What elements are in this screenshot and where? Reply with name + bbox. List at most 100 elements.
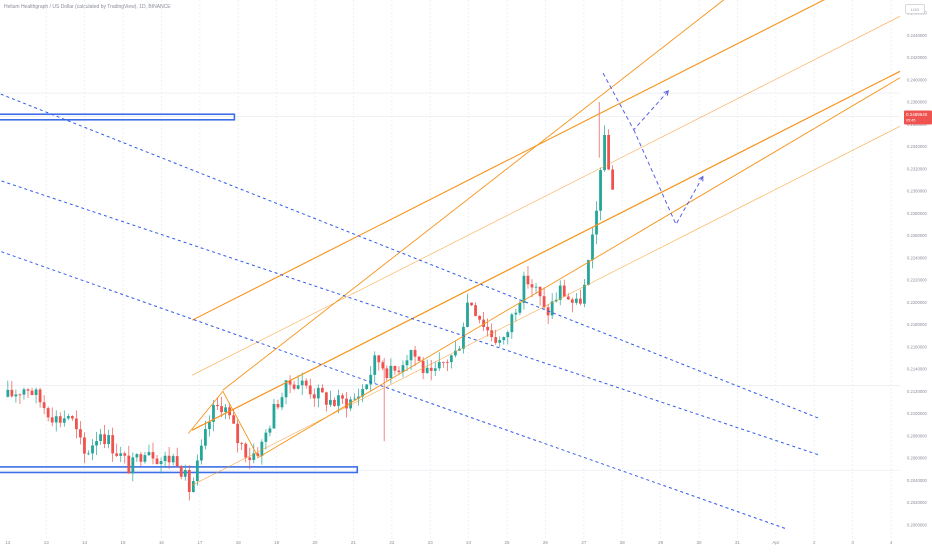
candle-body <box>224 407 227 413</box>
candle-body <box>111 435 115 454</box>
candle-body <box>611 169 615 190</box>
candle-body <box>87 453 90 455</box>
pitchfork-mid-lower-line[interactable] <box>192 126 901 486</box>
pitchfork-channel[interactable] <box>257 77 901 459</box>
candle-body <box>603 134 606 171</box>
candle-body <box>566 296 570 300</box>
candle-body <box>179 466 183 477</box>
candle-body <box>316 387 320 399</box>
x-axis-tick-label: 12 <box>5 540 11 545</box>
y-axis-tick-label: 0.2380000 <box>907 100 927 105</box>
candle-body <box>534 286 538 288</box>
candle-body <box>518 302 522 313</box>
candle-body <box>204 429 207 446</box>
pitchfork-handle[interactable] <box>187 390 258 456</box>
candle-body <box>26 389 30 391</box>
log-scale-button[interactable]: LOG <box>905 4 925 14</box>
horizontal-zone[interactable] <box>0 113 236 121</box>
support-resistance-zones[interactable] <box>0 113 359 474</box>
candle-body <box>385 368 389 379</box>
x-axis-tick-label: 2 <box>813 540 816 545</box>
candle-body <box>252 453 256 460</box>
candle-body <box>353 398 356 400</box>
pitchfork-channel[interactable] <box>222 0 900 391</box>
candle-body <box>417 356 421 361</box>
x-axis-tick-label: 13 <box>44 540 50 545</box>
candle-body <box>208 421 211 430</box>
x-axis-tick-label: 28 <box>620 540 626 545</box>
candle-body <box>216 404 219 407</box>
candle-body <box>288 380 292 385</box>
x-axis-tick-label: 25 <box>505 540 511 545</box>
candle-body <box>425 367 429 373</box>
candle-body <box>421 360 425 373</box>
y-axis-tick-label: 0.2180000 <box>907 322 927 327</box>
last-price-tag[interactable] <box>904 110 932 125</box>
candle-body <box>486 326 490 331</box>
candle-body <box>10 389 14 397</box>
candle-body <box>324 392 328 405</box>
candle-body <box>22 389 26 395</box>
y-axis-tick-label: 0.2320000 <box>907 166 927 171</box>
candle-body <box>135 454 139 458</box>
countdown-label: 05:45 <box>906 118 916 122</box>
candle-body <box>54 416 58 423</box>
trend-line-dashed[interactable] <box>0 168 819 456</box>
candle-body <box>115 453 119 456</box>
candle-body <box>538 286 542 297</box>
candle-body <box>595 210 598 235</box>
y-axis-tick-label: 0.2420000 <box>907 55 927 60</box>
x-axis-tick-label: 17 <box>197 540 203 545</box>
candle-body <box>550 301 554 316</box>
pitchfork-median[interactable] <box>191 70 901 431</box>
candle-body <box>320 387 324 393</box>
y-axis-tick-label: 0.2120000 <box>907 389 927 394</box>
y-axis-tick-label: 0.2100000 <box>907 411 927 416</box>
candle-body <box>159 461 163 465</box>
candle-body <box>195 460 199 482</box>
drawing-tools[interactable] <box>0 0 901 530</box>
candle-body <box>260 441 264 457</box>
candle-body <box>46 408 50 418</box>
candle-body <box>337 395 340 406</box>
x-axis-tick-label: 16 <box>159 540 165 545</box>
y-axis-tick-label: 0.2020000 <box>907 500 927 505</box>
y-axis-tick-label: 0.2140000 <box>907 367 927 372</box>
candle-body <box>236 423 240 444</box>
projection-dashed[interactable] <box>633 129 704 226</box>
x-axis-tick-label: Apr <box>772 540 780 545</box>
grid-lines <box>0 0 900 540</box>
candle-body <box>591 234 594 261</box>
y-axis-tick-label: 0.2440000 <box>907 33 927 38</box>
x-axis-tick-label: 23 <box>428 540 434 545</box>
candle-body <box>542 296 546 308</box>
candle-body <box>587 260 590 285</box>
projection-dashed[interactable] <box>602 72 669 131</box>
candle-body <box>175 456 179 467</box>
candle-body <box>409 350 413 361</box>
candle-body <box>583 284 586 304</box>
x-axis-tick-label: 30 <box>697 540 703 545</box>
candle-body <box>498 340 502 343</box>
candle-body <box>453 350 457 356</box>
candle-body <box>256 453 260 457</box>
candle-body <box>304 380 308 386</box>
candle-body <box>167 455 171 463</box>
trend-line-dashed[interactable] <box>0 238 788 530</box>
x-axis-tick-label: 22 <box>389 540 395 545</box>
pitchfork-mid-upper-line[interactable] <box>192 16 901 376</box>
x-axis-tick-label: 24 <box>466 540 472 545</box>
pitchfork-upper-line[interactable] <box>191 0 900 321</box>
candle-body <box>240 443 244 444</box>
candle-body <box>99 434 102 441</box>
candle-body <box>514 312 518 315</box>
candle-body <box>244 443 248 458</box>
horizontal-zone[interactable] <box>0 466 359 474</box>
candle-body <box>466 302 469 327</box>
candle-body <box>74 418 78 430</box>
candle-body <box>365 384 369 389</box>
candle-body <box>34 389 38 396</box>
candle-body <box>445 361 449 363</box>
